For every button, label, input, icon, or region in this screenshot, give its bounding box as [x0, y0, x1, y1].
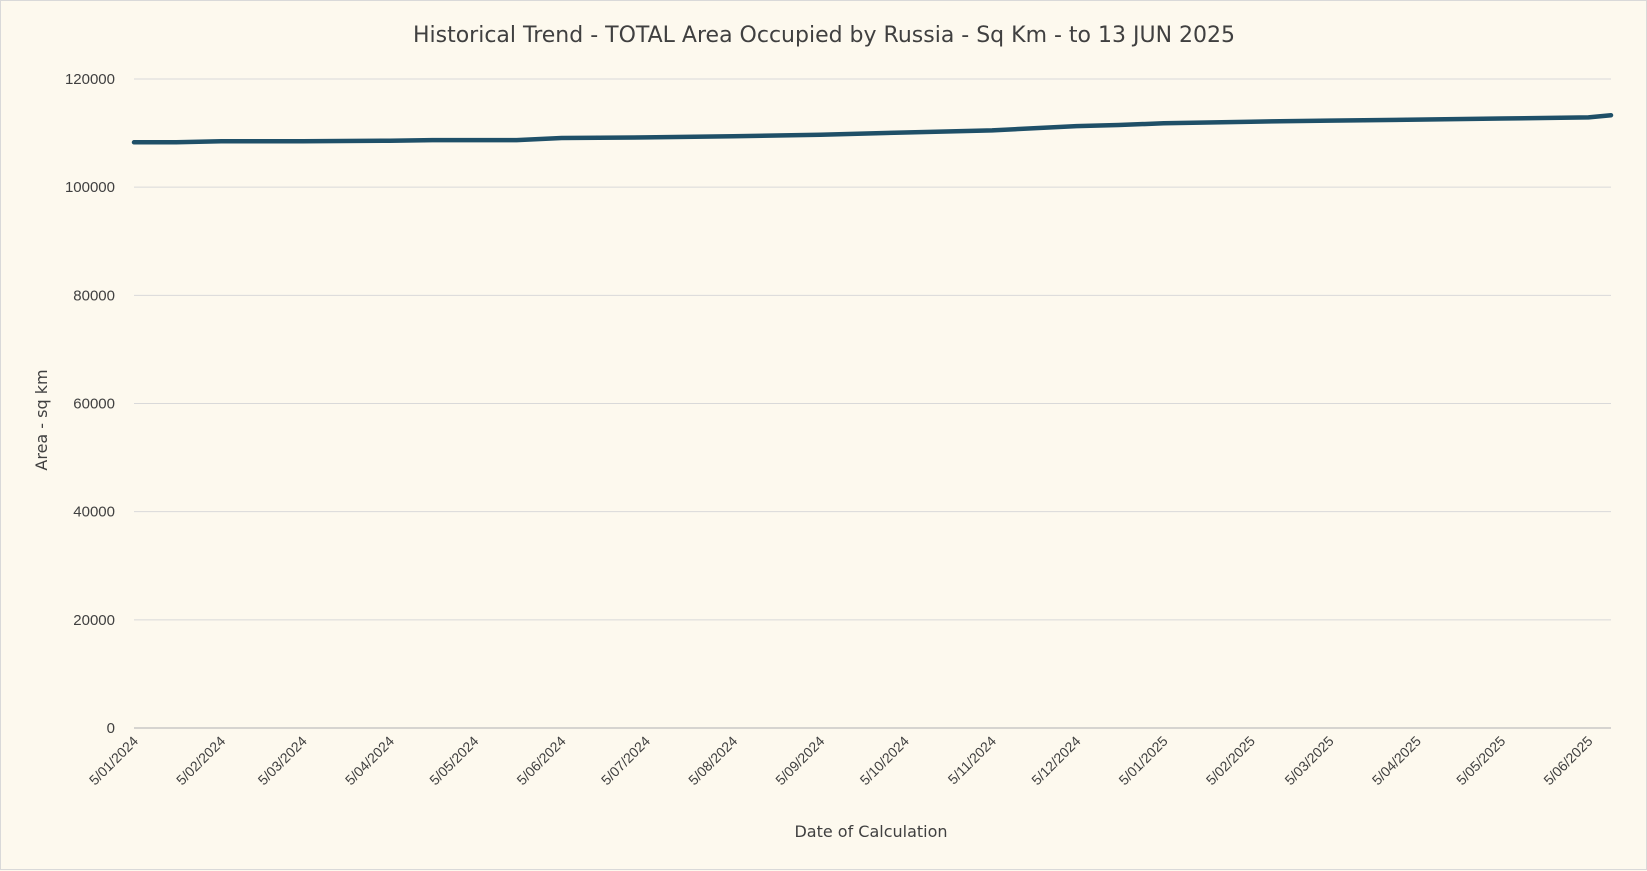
x-tick-label: 5/04/2024 — [342, 733, 398, 789]
x-axis-ticks: 5/01/2024 5/02/2024 5/03/2024 5/04/2024 5/05… — [86, 733, 1596, 789]
y-tick-label: 100000 — [65, 179, 115, 196]
y-axis-label: Area - sq km — [32, 369, 51, 470]
chart-title: Historical Trend - TOTAL Area Occupied b… — [413, 23, 1235, 48]
y-tick-label: 20000 — [73, 612, 115, 629]
y-tick-label: 60000 — [73, 396, 115, 413]
x-tick-label: 5/03/2025 — [1281, 733, 1337, 789]
y-tick-label: 0 — [107, 720, 115, 737]
y-tick-label: 120000 — [65, 71, 115, 88]
x-tick-label: 5/06/2024 — [513, 733, 569, 789]
x-tick-label: 5/01/2025 — [1115, 733, 1171, 789]
x-tick-label: 5/05/2025 — [1453, 733, 1509, 789]
y-tick-label: 80000 — [73, 287, 115, 304]
y-tick-label: 40000 — [73, 504, 115, 521]
x-tick-label: 5/01/2024 — [86, 733, 142, 789]
x-tick-label: 5/06/2025 — [1540, 733, 1596, 789]
x-tick-label: 5/11/2024 — [945, 733, 1000, 788]
x-tick-label: 5/02/2024 — [173, 733, 229, 789]
x-tick-label: 5/04/2025 — [1369, 733, 1425, 789]
x-tick-label: 5/09/2024 — [772, 733, 828, 789]
x-tick-label: 5/03/2024 — [255, 733, 311, 789]
series-line — [134, 115, 1611, 142]
x-tick-label: 5/07/2024 — [598, 733, 654, 789]
x-tick-label: 5/08/2024 — [685, 733, 741, 789]
x-tick-label: 5/05/2024 — [426, 733, 482, 789]
series-layer — [134, 115, 1611, 142]
x-tick-label: 5/10/2024 — [857, 733, 913, 789]
y-axis-ticks: 0 20000 40000 60000 80000 100000 120000 — [65, 71, 115, 737]
x-tick-label: 5/02/2025 — [1203, 733, 1259, 789]
x-axis-label: Date of Calculation — [794, 822, 947, 841]
gridlines — [134, 79, 1611, 728]
x-tick-label: 5/12/2024 — [1028, 733, 1084, 789]
